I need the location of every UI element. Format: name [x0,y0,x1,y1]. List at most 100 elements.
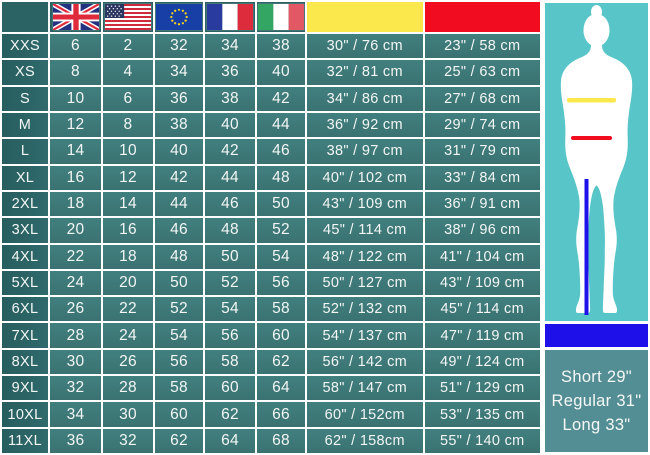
size-value-cell: 42 [205,139,255,164]
size-value-cell: 34 [50,402,101,427]
waist-red-swatch-icon [424,2,540,32]
size-value-cell: 62 [257,349,305,375]
chest-value-cell: 45" / 114 cm [307,218,423,243]
size-value-cell: 40 [155,139,203,164]
inseam-blue-swatch-bar [545,324,648,347]
size-value-cell: 64 [257,376,305,401]
size-value-cell: 16 [103,218,153,243]
size-value-cell: 62 [155,428,203,453]
size-label-cell: L [2,139,48,164]
chest-value-cell: 30" / 76 cm [307,34,423,59]
size-label-cell: XL [2,165,48,190]
chest-value-cell: 58" / 147 cm [307,376,423,401]
size-value-cell: 46 [155,218,203,243]
chest-value-cell: 43" / 109 cm [307,191,423,217]
size-value-cell: 46 [257,139,305,164]
usa-flag-icon [105,4,151,30]
size-value-cell: 28 [50,323,101,348]
chest-value-cell: 60" / 152cm [307,402,423,427]
chest-value-cell: 32" / 81 cm [307,60,423,85]
size-value-cell: 50 [205,244,255,269]
chest-value-cell: 56" / 142 cm [307,349,423,375]
size-value-cell: 6 [50,34,101,59]
size-label-cell: S [2,86,48,111]
eu-flag-icon [156,4,202,30]
size-value-cell: 42 [155,165,203,190]
size-value-cell: 50 [257,191,305,217]
size-value-cell: 54 [205,297,255,322]
size-value-cell: 48 [155,244,203,269]
size-value-cell: 54 [155,323,203,348]
size-label-cell: 4XL [2,244,48,269]
size-value-cell: 32 [50,376,101,401]
waist-value-cell: 33" / 84 cm [424,165,540,190]
size-value-cell: 62 [205,402,255,427]
size-value-cell: 6 [103,86,153,111]
size-value-cell: 26 [103,349,153,375]
waist-value-cell: 27" / 68 cm [424,86,540,111]
inseam-length-short: Short 29" [561,367,632,386]
size-value-cell: 14 [50,139,101,164]
size-value-cell: 56 [155,349,203,375]
size-value-cell: 54 [257,244,305,269]
waist-value-cell: 31" / 79 cm [424,139,540,164]
size-value-cell: 56 [257,270,305,296]
size-label-cell: 7XL [2,323,48,348]
size-value-cell: 60 [205,376,255,401]
chest-value-cell: 38" / 97 cm [307,139,423,164]
france-column-header [205,2,255,32]
size-value-cell: 14 [103,191,153,217]
waist-value-cell: 47" / 119 cm [424,323,540,348]
chest-value-cell: 50" / 127 cm [307,270,423,296]
size-column-header [2,2,48,32]
size-label-cell: 11XL [2,428,48,453]
waist-value-cell: 51" / 129 cm [424,376,540,401]
size-value-cell: 30 [50,349,101,375]
size-value-cell: 36 [50,428,101,453]
size-value-cell: 28 [103,376,153,401]
waist-value-cell: 41" / 104 cm [424,244,540,269]
inseam-length-regular: Regular 31" [551,391,642,410]
size-value-cell: 68 [257,428,305,453]
size-value-cell: 36 [155,86,203,111]
size-value-cell: 2 [103,34,153,59]
chest-value-cell: 34" / 86 cm [307,86,423,111]
uk-column-header [50,2,101,32]
size-label-cell: XXS [2,34,48,59]
size-value-cell: 46 [205,191,255,217]
size-value-cell: 52 [257,218,305,243]
size-label-cell: 9XL [2,376,48,401]
chest-value-cell: 62" / 158cm [307,428,423,453]
inseam-length-long: Long 33" [562,415,631,434]
size-value-cell: 12 [103,165,153,190]
size-value-cell: 48 [257,165,305,190]
size-label-cell: XS [2,60,48,85]
size-value-cell: 52 [205,270,255,296]
italy-flag-icon [258,4,304,30]
chest-column-header [307,2,423,32]
size-chart-table: XXS 6 2 32 34 38 30" / 76 cm 23" / 58 cm XS 8 4 34 3… [2,2,540,453]
size-value-cell: 64 [205,428,255,453]
size-value-cell: 52 [155,297,203,322]
chest-value-cell: 36" / 92 cm [307,112,423,138]
measurement-guide-panel: Short 29" Regular 31" Long 33" [545,3,648,452]
waist-value-cell: 38" / 96 cm [424,218,540,243]
size-label-cell: M [2,112,48,138]
size-value-cell: 10 [103,139,153,164]
size-label-cell: 6XL [2,297,48,322]
chest-measure-line [567,98,616,103]
size-value-cell: 36 [205,60,255,85]
france-flag-icon [207,4,253,30]
size-value-cell: 20 [103,270,153,296]
female-body-silhouette-icon [560,5,633,315]
waist-value-cell: 23" / 58 cm [424,34,540,59]
size-value-cell: 60 [155,402,203,427]
size-value-cell: 4 [103,60,153,85]
waist-value-cell: 36" / 91 cm [424,191,540,217]
size-value-cell: 66 [257,402,305,427]
inseam-lengths-box: Short 29" Regular 31" Long 33" [545,350,648,452]
chest-value-cell: 40" / 102 cm [307,165,423,190]
size-value-cell: 58 [257,297,305,322]
size-label-cell: 10XL [2,402,48,427]
